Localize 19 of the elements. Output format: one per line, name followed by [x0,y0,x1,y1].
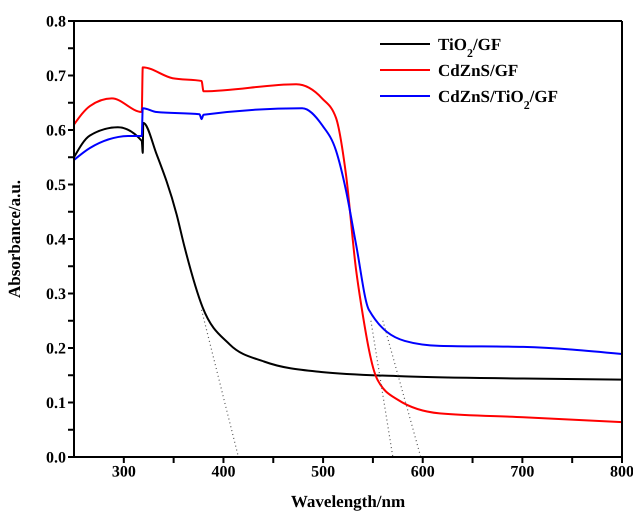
x-tick-label: 500 [311,463,336,480]
y-tick-label: 0.0 [46,450,66,467]
y-tick-label: 0.5 [46,177,66,194]
x-axis-title: Wavelength/nm [290,492,406,511]
x-tick-label: 400 [211,463,236,480]
y-tick-label: 0.8 [46,14,66,31]
legend-label: CdZnS/GF [438,61,518,80]
y-tick-label: 0.3 [46,286,66,304]
legend-label: CdZnS/TiO$_{2}$/GF [438,87,558,112]
legend-label: TiO$_{2}$/GF [438,35,502,60]
y-tick-label: 0.2 [46,340,66,358]
x-tick-label: 600 [410,463,435,480]
y-tick-label: 0.1 [46,395,66,412]
y-tick-label: 0.4 [46,232,66,249]
x-tick-label: 300 [112,463,136,480]
y-tick-label: 0.6 [46,122,66,140]
y-axis-title: Absorbance/a.u. [5,180,24,298]
y-tick-label: 0.7 [46,68,66,86]
x-tick-label: 700 [510,463,534,480]
